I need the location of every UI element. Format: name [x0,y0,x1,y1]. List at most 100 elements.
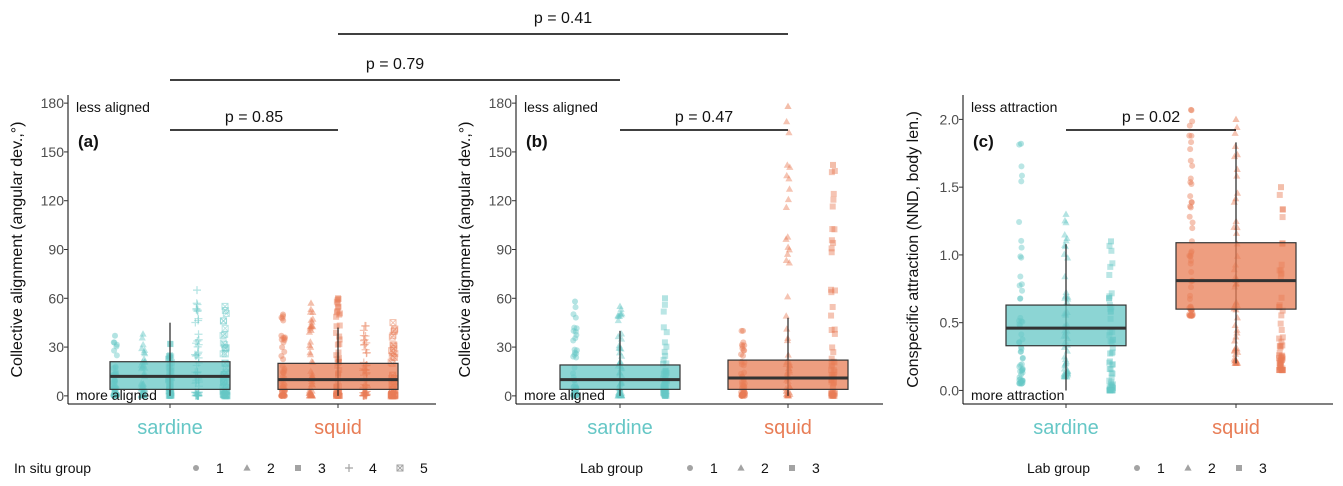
data-point [113,392,120,399]
data-point [1108,384,1115,391]
y-tick-label: 0.5 [940,315,960,331]
data-point [306,338,315,345]
data-point [783,171,791,179]
annotation-bottom: more aligned [524,387,605,403]
data-point [1106,295,1113,302]
data-point [389,391,397,399]
data-point [219,339,227,347]
legend-entry-1: 1 [216,460,224,476]
data-point [193,306,202,315]
data-point [1061,372,1069,380]
data-point [333,313,340,320]
cross-comparison: p = 0.41 [338,10,788,35]
data-point [220,391,228,399]
data-point [191,391,200,400]
data-point [1277,361,1284,368]
data-point [738,392,745,399]
data-point [1109,260,1116,267]
data-point [1063,372,1071,379]
data-point [828,286,835,293]
data-point [1018,237,1025,244]
data-point [660,360,667,367]
data-point [389,392,397,400]
data-point [1231,359,1239,366]
legend: Lab group 1 2 3 [1027,460,1267,476]
data-point [390,392,398,400]
data-point [1188,312,1195,319]
data-point [573,392,580,399]
data-point [739,392,746,399]
data-point [111,392,118,399]
data-point [571,392,578,399]
data-point [1189,312,1196,319]
data-point [1188,199,1195,206]
data-point [334,300,341,307]
data-point [307,305,315,312]
data-point [388,390,396,398]
data-point [141,391,149,399]
data-point [1187,146,1194,153]
data-point [615,391,623,399]
data-point [570,337,577,344]
data-point-max [335,295,341,302]
data-point-max [112,332,118,339]
data-point [280,339,287,346]
data-point-max [830,161,836,168]
legend-entry-2: 2 [761,460,769,476]
data-point [138,334,146,341]
data-point [1278,357,1285,364]
data-point [1279,214,1286,221]
data-point [168,353,175,360]
y-axis-label: Collective alignment (angular dev.,°) [457,122,474,378]
legend-symbol-5 [396,464,404,472]
data-point [280,356,287,363]
data-point [1109,344,1116,351]
y-tick-label: 0.0 [940,382,960,398]
data-point [137,392,146,399]
data-point-max [784,102,792,109]
data-point [336,322,343,329]
data-point [223,392,231,400]
y-tick-label: 180 [41,95,65,111]
data-point [281,348,288,355]
data-point [614,311,622,319]
points-squid-group-1 [1186,106,1196,319]
data-point [1187,203,1194,210]
data-point [219,390,227,398]
data-point [221,341,229,349]
data-point [191,318,200,327]
data-point [111,389,118,396]
data-point [831,287,838,294]
data-point [306,388,314,396]
data-point [192,351,201,360]
legend-entry-3: 3 [318,460,326,476]
legend: In situ group 1 2 3 4 5 [14,460,428,476]
y-tick-label: 120 [41,193,65,209]
data-point [617,345,625,352]
data-point [361,391,370,400]
data-point [783,389,791,397]
data-point [573,391,580,398]
data-point [1279,367,1286,374]
data-point [573,325,580,332]
data-point [220,391,228,399]
data-point [278,392,285,399]
data-point [141,390,149,397]
p-value-label: p = 0.85 [225,109,283,126]
legend-entry-5: 5 [420,460,428,476]
data-point [307,322,315,329]
data-point [1019,354,1026,361]
data-point [1106,387,1113,394]
data-point [660,308,667,315]
data-point [278,392,285,399]
data-point [193,307,202,316]
data-point [662,392,669,399]
panel-label: (b) [526,132,548,151]
data-point [191,351,200,360]
data-point [1188,139,1195,146]
data-point [389,392,397,400]
data-point [1276,367,1283,374]
data-point [306,389,314,396]
data-point [661,392,668,399]
data-point [307,316,315,323]
